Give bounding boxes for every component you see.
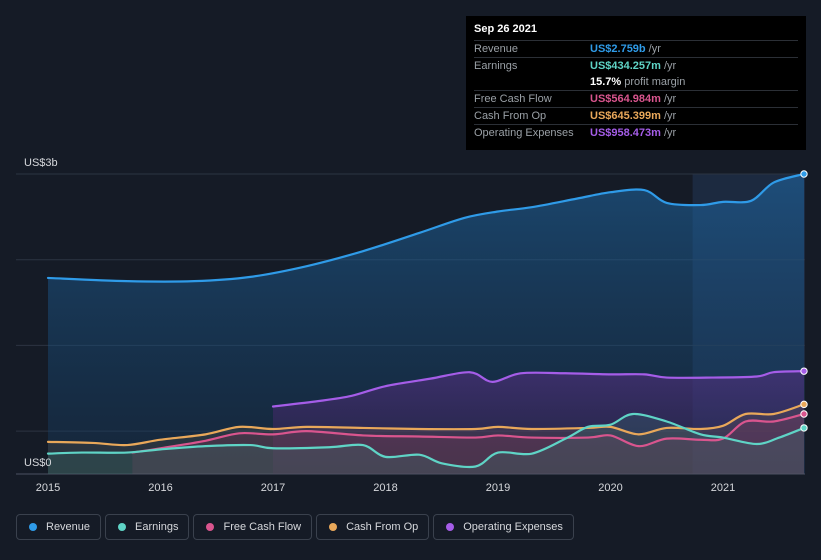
legend-dot-icon bbox=[206, 523, 215, 531]
tooltip-value: US$564.984m bbox=[590, 93, 661, 105]
tooltip-row-profit-margin: 15.7% profit margin bbox=[474, 74, 798, 90]
tooltip-row-operating-expenses: Operating Expenses US$958.473m /yr bbox=[474, 124, 798, 141]
earnings-line[interactable] bbox=[46, 412, 806, 469]
tooltip-value: US$958.473m bbox=[590, 127, 661, 139]
legend-item-free-cash-flow[interactable]: Free Cash Flow bbox=[193, 514, 313, 540]
tooltip: Sep 26 2021 Revenue US$2.759b /yr Earnin… bbox=[466, 16, 806, 150]
legend-label: Cash From Op bbox=[346, 521, 419, 533]
tooltip-unit: /yr bbox=[663, 93, 677, 105]
x-tick-label: 2016 bbox=[148, 482, 172, 494]
tooltip-label: Operating Expenses bbox=[474, 127, 574, 139]
chart-plot: US$3b US$0 2015 2016 2017 2018 2019 2020 2021 bbox=[16, 157, 808, 494]
tooltip-row-earnings: Earnings US$434.257m /yr bbox=[474, 57, 798, 74]
tooltip-unit: /yr bbox=[663, 127, 677, 139]
tooltip-unit: /yr bbox=[663, 110, 677, 122]
legend-label: Earnings bbox=[135, 521, 179, 533]
x-tick-label: 2021 bbox=[711, 482, 735, 494]
tooltip-unit: /yr bbox=[648, 43, 661, 55]
legend-dot-icon bbox=[329, 523, 338, 531]
revenue-end-marker[interactable] bbox=[800, 170, 808, 178]
legend-item-earnings[interactable]: Earnings bbox=[105, 514, 190, 540]
legend-label: Operating Expenses bbox=[463, 521, 563, 533]
y-axis-top-label: US$3b bbox=[24, 157, 58, 169]
legend-item-revenue[interactable]: Revenue bbox=[16, 514, 102, 540]
legend-label: Free Cash Flow bbox=[223, 521, 302, 533]
tooltip-label: Free Cash Flow bbox=[474, 93, 552, 105]
free-cash-flow-area bbox=[132, 414, 804, 474]
operating-expenses-line[interactable] bbox=[271, 370, 806, 408]
y-axis-bottom-label: US$0 bbox=[24, 457, 52, 469]
x-tick-label: 2018 bbox=[373, 482, 397, 494]
cash-from-op-area bbox=[48, 404, 804, 474]
x-tick-label: 2015 bbox=[36, 482, 60, 494]
x-tick-label: 2017 bbox=[261, 482, 285, 494]
tooltip-value: US$2.759b bbox=[590, 43, 646, 55]
tooltip-value: US$434.257m bbox=[590, 60, 661, 72]
tooltip-label bbox=[474, 74, 590, 90]
legend: Revenue Earnings Free Cash Flow Cash Fro… bbox=[16, 514, 574, 540]
tooltip-row-cash-from-op: Cash From Op US$645.399m /yr bbox=[474, 107, 798, 124]
legend-dot-icon bbox=[446, 523, 455, 531]
free-cash-flow-line[interactable] bbox=[131, 412, 806, 454]
x-tick-label: 2019 bbox=[486, 482, 510, 494]
cash-from-op-line[interactable] bbox=[46, 403, 806, 447]
free-cash-flow-end-marker[interactable] bbox=[800, 410, 808, 418]
revenue-line[interactable] bbox=[46, 172, 806, 283]
tooltip-unit: /yr bbox=[663, 60, 677, 72]
tooltip-row-revenue: Revenue US$2.759b /yr bbox=[474, 40, 798, 57]
operating-expenses-end-marker[interactable] bbox=[800, 367, 808, 375]
tooltip-value: 15.7% bbox=[590, 76, 622, 88]
legend-dot-icon bbox=[118, 523, 127, 531]
legend-item-operating-expenses[interactable]: Operating Expenses bbox=[433, 514, 574, 540]
legend-item-cash-from-op[interactable]: Cash From Op bbox=[316, 514, 430, 540]
tooltip-value: US$645.399m bbox=[590, 110, 661, 122]
x-tick-label: 2020 bbox=[598, 482, 622, 494]
tooltip-label: Revenue bbox=[474, 43, 519, 55]
operating-expenses-area bbox=[273, 371, 804, 474]
tooltip-unit: profit margin bbox=[624, 76, 686, 88]
tooltip-row-free-cash-flow: Free Cash Flow US$564.984m /yr bbox=[474, 90, 798, 107]
tooltip-date: Sep 26 2021 bbox=[474, 23, 537, 35]
earnings-end-marker[interactable] bbox=[800, 424, 808, 432]
tooltip-label: Earnings bbox=[474, 60, 518, 72]
legend-label: Revenue bbox=[46, 521, 91, 533]
legend-dot-icon bbox=[29, 523, 37, 531]
cash-from-op-end-marker[interactable] bbox=[800, 400, 808, 409]
tooltip-label: Cash From Op bbox=[474, 110, 547, 122]
